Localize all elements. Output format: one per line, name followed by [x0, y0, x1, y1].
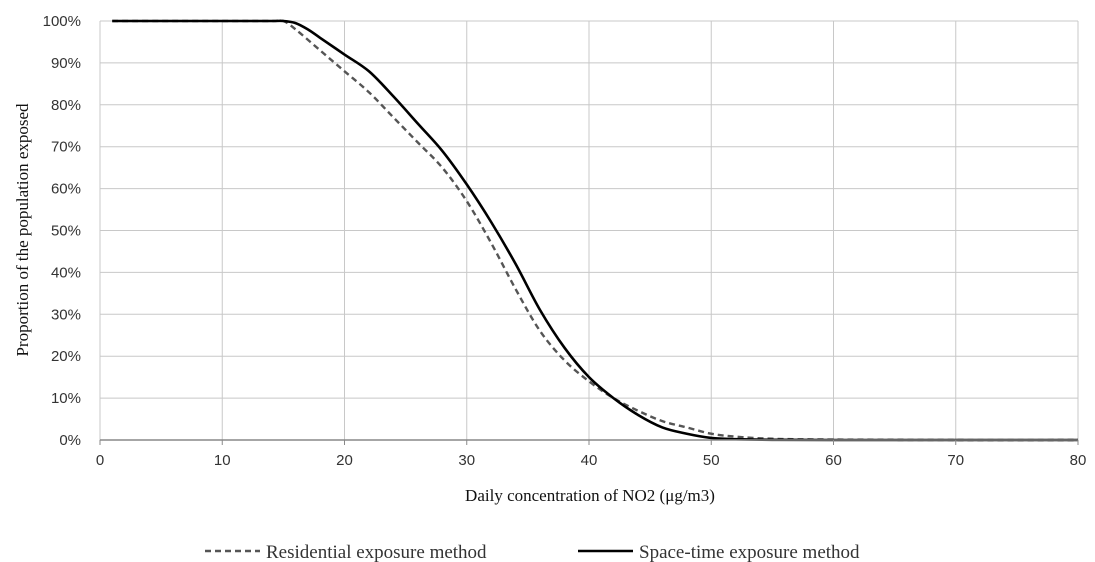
y-tick-label: 60%	[51, 181, 81, 198]
y-tick-label: 50%	[51, 223, 81, 240]
y-tick-label: 90%	[51, 55, 81, 72]
tick-labels: 0% 10% 20% 30% 40% 50% 60% 70% 80% 90% 100% 0 10 20 30…	[43, 13, 1087, 469]
y-tick-label: 70%	[51, 139, 81, 156]
x-tick-label: 50	[703, 452, 720, 469]
x-tick-label: 60	[825, 452, 842, 469]
legend-label-space-time: Space-time exposure method	[639, 542, 860, 562]
series-layer	[112, 19, 1079, 442]
x-tick-label: 10	[214, 452, 231, 469]
y-tick-label: 20%	[51, 348, 81, 365]
y-tick-label: 40%	[51, 264, 81, 281]
series-line-space-time	[112, 19, 1078, 442]
x-tick-label: 0	[96, 452, 104, 469]
x-tick-label: 30	[458, 452, 475, 469]
x-tick-label: 70	[947, 452, 964, 469]
x-tick-label: 80	[1070, 452, 1087, 469]
grid	[99, 20, 1079, 440]
y-tick-label: 10%	[51, 390, 81, 407]
series-line-residential	[112, 19, 1079, 442]
x-tick-label: 40	[581, 452, 598, 469]
y-tick-label: 100%	[43, 13, 81, 30]
y-tick-label: 30%	[51, 306, 81, 323]
y-tick-label: 80%	[51, 97, 81, 114]
axes	[99, 439, 1079, 445]
y-tick-label: 0%	[59, 432, 81, 449]
legend: Residential exposure method Space-time e…	[205, 542, 860, 562]
x-axis-title: Daily concentration of NO2 (μg/m3)	[465, 486, 715, 505]
x-tick-label: 20	[336, 452, 353, 469]
legend-label-residential: Residential exposure method	[266, 542, 487, 562]
y-axis-title: Proportion of the population exposed	[13, 103, 32, 357]
